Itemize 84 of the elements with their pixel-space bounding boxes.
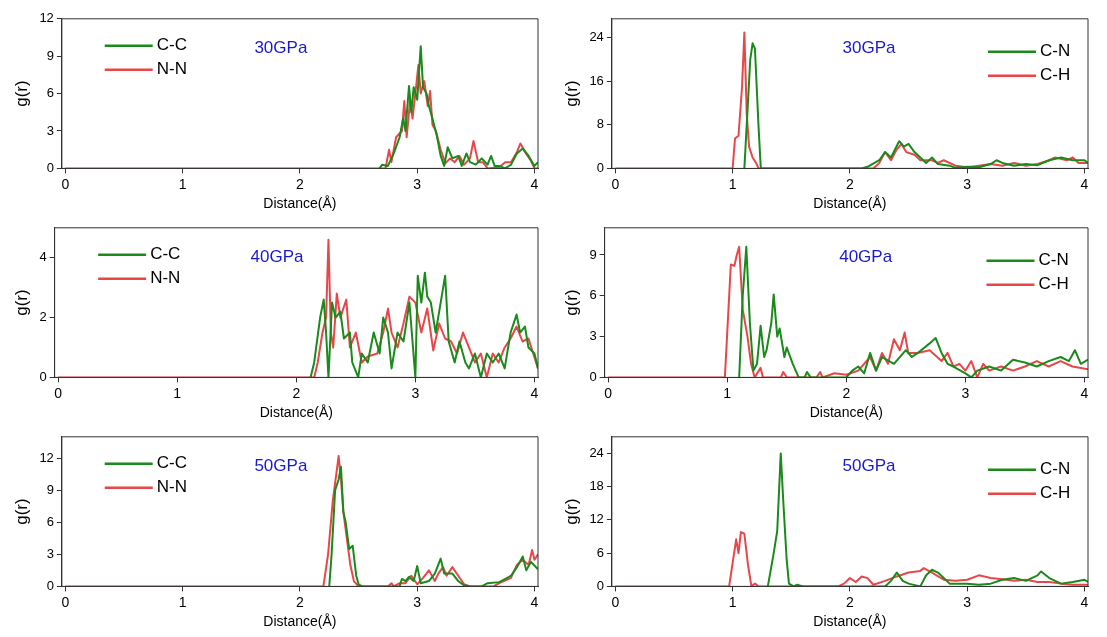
y-tick-label: 4 [39,249,47,265]
x-tick-label: 3 [963,175,972,192]
y-tick-label: 12 [589,511,604,527]
y-tick-label: 6 [596,544,604,560]
x-tick-label: 3 [961,384,970,401]
y-tick-label: 6 [589,287,597,303]
x-axis-title: Distance(Å) [263,613,337,630]
x-tick-label: 4 [530,175,539,192]
legend-label: C-C [150,244,181,264]
legend-label: C-H [1040,65,1071,85]
y-tick-label: 3 [46,122,54,138]
x-tick-label: 4 [1080,384,1089,401]
legend-label: C-N [1040,41,1071,61]
x-tick-label: 3 [413,593,422,610]
legend-label: C-N [1040,459,1071,479]
x-axis-title: Distance(Å) [813,195,887,212]
legend-label: C-N [1038,250,1069,270]
y-tick-label: 12 [39,10,54,26]
annotation: 40GPa [250,247,304,267]
y-axis-title: g(r) [561,498,581,525]
legend-label: C-H [1038,274,1069,294]
y-tick-label: 0 [46,159,54,175]
x-tick-label: 3 [413,175,422,192]
y-axis-title: g(r) [11,80,31,107]
y-axis-title: g(r) [561,80,581,107]
x-tick-label: 2 [296,175,305,192]
x-tick-label: 1 [723,384,732,401]
x-tick-label: 2 [842,384,851,401]
legend-label: C-C [156,453,187,473]
y-tick-label: 0 [39,368,47,384]
x-tick-label: 0 [611,593,620,610]
y-tick-label: 6 [46,85,54,101]
legend-label: C-H [1040,483,1071,503]
y-tick-label: 12 [39,449,54,465]
legend-label: N-N [150,268,181,288]
y-tick-label: 0 [596,577,604,593]
x-tick-label: 2 [292,384,301,401]
x-tick-label: 1 [173,384,182,401]
x-tick-label: 2 [846,593,855,610]
x-tick-label: 2 [296,593,305,610]
x-tick-label: 1 [728,593,737,610]
x-axis-title: Distance(Å) [263,195,337,212]
legend-label: N-N [156,59,187,79]
annotation: 30GPa [254,38,308,58]
x-tick-label: 1 [178,175,187,192]
y-tick-label: 3 [589,328,597,344]
y-tick-label: 9 [46,47,54,63]
annotation: 40GPa [839,247,893,267]
x-tick-label: 1 [728,175,737,192]
annotation: 50GPa [842,456,896,476]
y-tick-label: 9 [46,481,54,497]
annotation: 50GPa [254,456,308,476]
y-axis-title: g(r) [11,498,31,525]
y-axis-title: g(r) [561,289,581,316]
x-tick-label: 0 [61,593,70,610]
y-tick-label: 3 [46,545,54,561]
legend-label: N-N [156,477,187,497]
annotation: 30GPa [842,38,896,58]
x-tick-label: 2 [846,175,855,192]
x-tick-label: 3 [963,593,972,610]
y-tick-label: 24 [589,445,604,460]
x-axis-title: Distance(Å) [813,613,887,630]
x-tick-label: 1 [178,593,187,610]
x-axis-title: Distance(Å) [809,404,883,421]
x-tick-label: 4 [530,384,539,401]
y-tick-label: 9 [589,246,597,262]
x-tick-label: 4 [1080,593,1089,610]
y-tick-label: 16 [589,72,604,88]
y-axis-title: g(r) [11,289,31,316]
y-tick-label: 24 [589,29,604,45]
y-tick-label: 6 [46,513,54,529]
y-tick-label: 2 [39,309,47,325]
x-tick-label: 0 [61,175,70,192]
y-tick-label: 18 [589,478,604,494]
y-tick-label: 0 [46,577,54,593]
legend-label: C-C [156,35,187,55]
x-tick-label: 0 [611,175,620,192]
x-tick-label: 4 [530,593,539,610]
x-tick-label: 3 [411,384,420,401]
x-tick-label: 4 [1080,175,1089,192]
y-tick-label: 0 [589,368,597,384]
y-tick-label: 0 [596,159,604,175]
x-axis-title: Distance(Å) [259,404,333,421]
y-tick-label: 8 [596,116,604,132]
